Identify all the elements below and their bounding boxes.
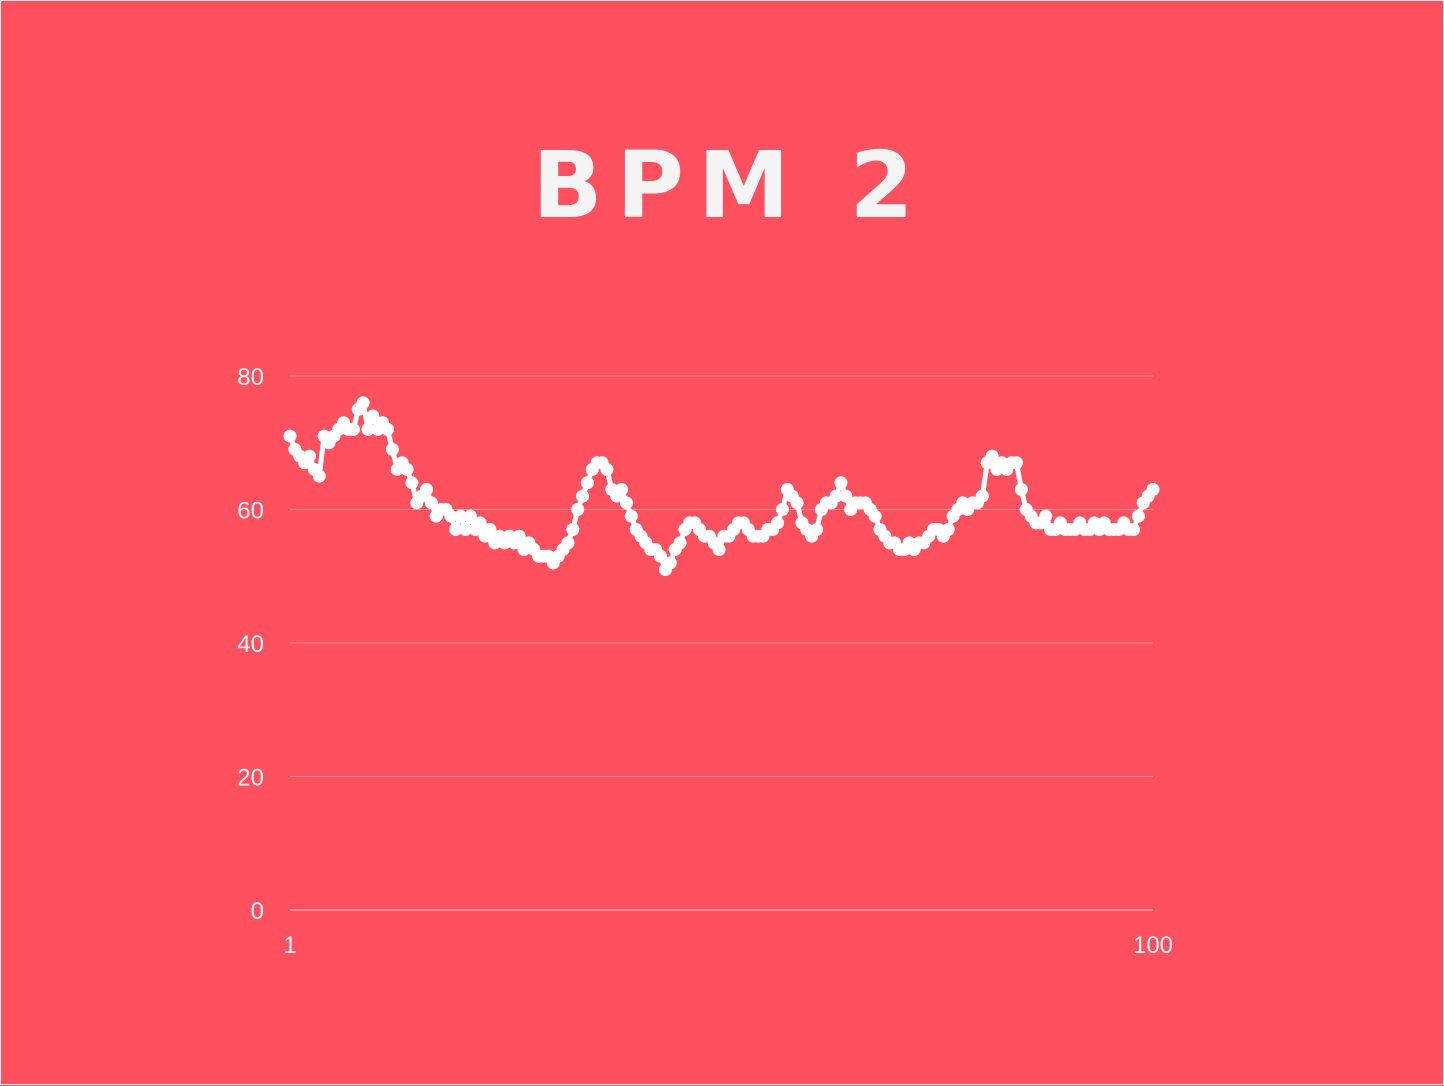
data-point: [619, 496, 633, 510]
data-point: [775, 503, 789, 516]
x-tick-label: 100: [1133, 932, 1173, 959]
data-point: [834, 476, 848, 490]
data-point: [405, 476, 419, 490]
data-point: [810, 523, 824, 537]
data-point: [790, 496, 804, 510]
data-point: [463, 509, 477, 523]
data-point: [483, 523, 497, 537]
data-point: [1014, 482, 1028, 496]
data-point: [444, 509, 458, 523]
data-point: [829, 489, 843, 503]
data-point: [420, 482, 434, 496]
y-tick-label: 80: [237, 364, 264, 391]
data-point: [356, 396, 370, 410]
data-point: [624, 509, 638, 523]
data-point: [512, 529, 526, 543]
x-tick-label: 1: [283, 932, 296, 959]
data-point: [663, 556, 677, 570]
y-tick-label: 20: [237, 765, 264, 792]
data-point: [615, 482, 629, 496]
data-point: [381, 422, 395, 436]
data-point: [1039, 509, 1053, 523]
data-point: [839, 489, 853, 503]
data-point: [1146, 482, 1160, 496]
y-tick-label: 60: [237, 498, 264, 525]
data-point: [424, 496, 438, 510]
data-point: [346, 422, 360, 436]
data-point: [473, 516, 487, 530]
data-point: [1127, 523, 1140, 537]
data-point: [1131, 509, 1145, 523]
data-point: [366, 409, 380, 423]
data-point: [385, 442, 399, 456]
data-point: [449, 523, 463, 537]
data-point: [400, 462, 414, 476]
data-point: [941, 523, 955, 537]
data-point: [303, 449, 316, 463]
data-point: [361, 422, 375, 436]
y-tick-label: 40: [237, 631, 264, 658]
chart-title: BPM 2: [532, 132, 928, 239]
data-point: [566, 523, 580, 537]
data-point: [1009, 456, 1023, 470]
data-point: [868, 509, 882, 523]
data-point: [459, 523, 473, 537]
y-tick-label: 0: [251, 898, 264, 925]
data-point: [561, 536, 575, 550]
data-point: [576, 489, 590, 503]
data-point: [454, 509, 468, 523]
data-point: [712, 543, 726, 557]
data-point: [771, 516, 785, 530]
data-point: [580, 476, 594, 490]
data-point: [571, 503, 585, 516]
data-point: [654, 549, 668, 563]
data-point: [975, 489, 989, 503]
data-point: [600, 462, 614, 476]
data-point: [312, 469, 326, 483]
data-point: [673, 536, 687, 550]
data-point: [283, 429, 297, 443]
data-point: [985, 449, 999, 463]
